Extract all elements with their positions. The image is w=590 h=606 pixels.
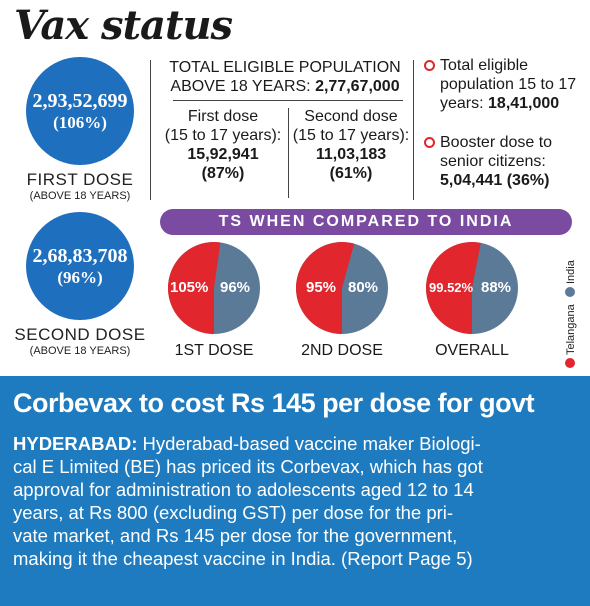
teen-second-value: 11,03,183 [315,146,387,163]
pie-telangana-slice [296,242,355,334]
teen-first-line1: First dose [187,108,259,125]
left-divider [150,60,151,200]
pie1-label: 1ST DOSE [174,342,254,359]
second-dose-circle: 2,68,83,708 (96%) [26,212,134,320]
eligible-line1: TOTAL ELIGIBLE POPULATION [169,59,401,76]
eligible-line2: ABOVE 18 YEARS: 2,77,67,000 [170,78,400,95]
right-item2-value: 5,04,441 (36%) [440,172,550,189]
teen-first-block: First dose (15 to 17 years): 15,92,941 (… [160,107,286,183]
bullet-icon [424,137,435,148]
page-title: Vax status [14,2,233,49]
story-body: HYDERABAD: Hyderabad-based vaccine maker… [13,433,483,569]
teen-second-line1: Second dose [304,108,398,125]
story-dateline: HYDERABAD: [13,433,138,454]
pie-telangana-slice [168,242,221,334]
pie3-label: OVERALL [435,342,509,359]
pie3-india-value: 88% [481,279,512,296]
teen-first-value: 15,92,941 [187,146,259,163]
teen-second-block: Second dose (15 to 17 years): 11,03,183 … [290,107,412,183]
second-dose-label-block: SECOND DOSE (ABOVE 18 YEARS) [10,325,150,357]
pie2-india-value: 80% [348,279,379,296]
first-dose-circle: 2,93,52,699 (106%) [26,57,134,165]
story-headline: Corbevax to cost Rs 145 per dose for gov… [13,388,535,418]
first-dose-number: 2,93,52,699 [32,90,128,112]
teen-first-line2: (15 to 17 years): [164,127,282,144]
pie-telangana-slice [425,242,481,334]
teen-divider [288,108,289,198]
second-dose-number: 2,68,83,708 [32,245,128,267]
legend: Telangana India [565,259,577,368]
first-dose-percent: (106%) [53,113,107,132]
telangana-legend-label: Telangana [565,303,577,355]
india-legend-label: India [565,259,577,284]
pie1-india-value: 96% [220,279,251,296]
first-dose-label: FIRST DOSE [26,170,134,189]
telangana-legend-swatch [565,358,575,368]
first-dose-label-block: FIRST DOSE (ABOVE 18 YEARS) [10,170,150,202]
pie2-label: 2ND DOSE [301,342,383,359]
teen-second-line2: (15 to 17 years): [292,127,410,144]
right-item1-value: 18,41,000 [488,95,560,112]
right-divider [413,60,414,200]
second-dose-percent: (96%) [57,268,103,287]
pie2-telangana-value: 95% [306,279,337,296]
india-legend-swatch [565,287,575,297]
pie3-telangana-value: 99.52% [429,280,474,295]
pie-charts [168,242,518,334]
right-item1: Total eligible population 15 to 17 years… [440,57,577,112]
second-dose-label: SECOND DOSE [14,325,146,344]
teen-first-percent: (87%) [201,165,245,182]
eligible-value: 2,77,67,000 [315,78,400,95]
eligible-underline [173,100,403,101]
right-item2: Booster dose to senior citizens: 5,04,44… [440,133,590,190]
story-panel [0,376,590,606]
first-dose-sublabel: (ABOVE 18 YEARS) [29,190,131,202]
pie1-telangana-value: 105% [170,279,209,296]
second-dose-sublabel: (ABOVE 18 YEARS) [29,345,131,357]
comparison-banner: TS WHEN COMPARED TO INDIA [160,209,572,235]
bullet-icon [424,60,435,71]
teen-second-percent: (61%) [329,165,373,182]
